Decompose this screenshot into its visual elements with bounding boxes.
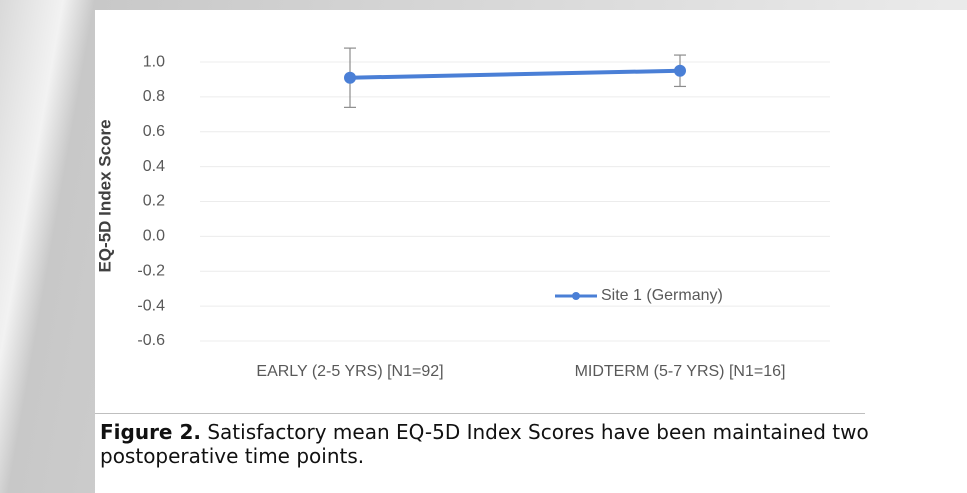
marker (344, 71, 356, 84)
y-tick-label: 0.2 (143, 193, 165, 210)
chart: EQ-5D Index Score -0.6 -0.4 -0.2 0.0 0.2 0.4 0… (95, 47, 830, 380)
series-line (349, 68, 681, 80)
legend-marker (572, 292, 580, 300)
y-tick-label: 0.4 (143, 158, 165, 175)
y-tick-label: 0.6 (143, 123, 165, 140)
x-tick-label: EARLY (2-5 YRS) [N1=92] (256, 363, 443, 380)
y-tick-label: 0.0 (143, 228, 165, 245)
caption-rule (95, 413, 865, 414)
marker (674, 64, 686, 77)
figure-card (95, 10, 967, 493)
caption-text: Satisfactory mean EQ-5D Index Scores hav… (100, 420, 869, 468)
y-tick-label: -0.2 (137, 262, 165, 279)
y-axis-label: EQ-5D Index Score (95, 119, 114, 272)
x-tick-label: MIDTERM (5-7 YRS) [N1=16] (575, 363, 786, 380)
legend-label: Site 1 (Germany) (601, 287, 723, 304)
y-tick-label: -0.6 (137, 332, 165, 349)
y-tick-label: 1.0 (143, 53, 165, 70)
caption-label: Figure 2. (100, 420, 201, 444)
caption: Figure 2. Satisfactory mean EQ-5D Index … (100, 420, 960, 468)
y-tick-label: 0.8 (143, 88, 165, 105)
y-tick-label: -0.4 (137, 297, 165, 314)
